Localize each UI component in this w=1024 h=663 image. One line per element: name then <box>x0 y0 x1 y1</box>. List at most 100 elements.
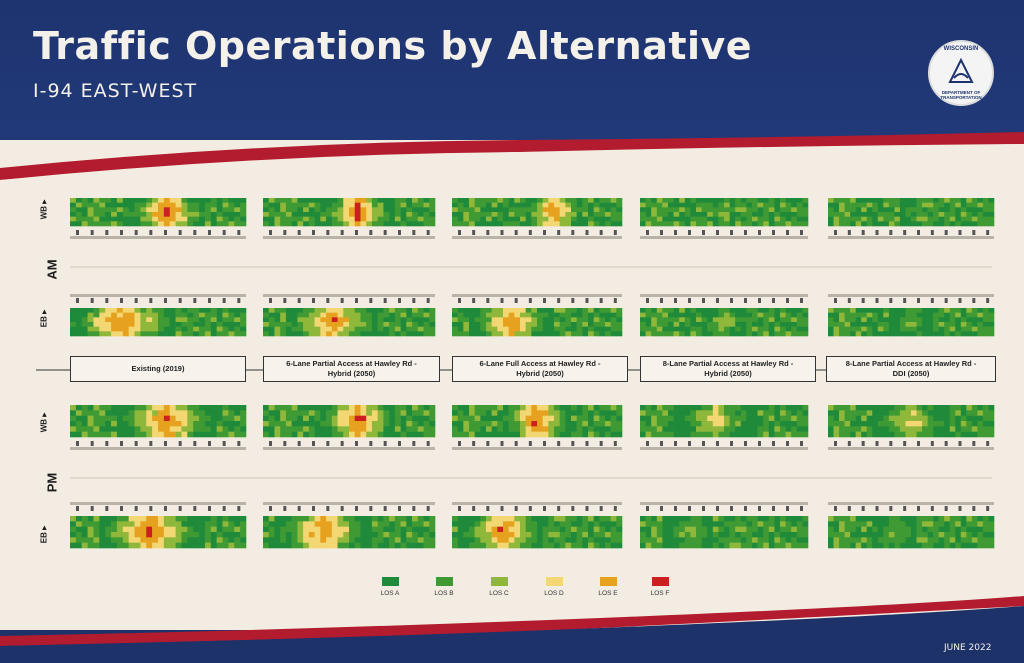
heatmap-cell <box>877 322 884 327</box>
heatmap-cell <box>559 326 566 332</box>
heatmap-cell <box>839 421 845 427</box>
heatmap-cell <box>696 308 702 313</box>
heatmap-cell <box>128 542 135 549</box>
heatmap-cell <box>360 331 367 337</box>
heatmap-cell <box>81 317 88 323</box>
heatmap-cell <box>571 308 577 313</box>
heatmap-cell <box>571 532 577 538</box>
heatmap-cell <box>360 202 367 208</box>
heatmap-cell <box>656 221 663 227</box>
heatmap-cell <box>888 415 895 422</box>
heatmap-cell <box>514 212 521 217</box>
heatmap-cell <box>111 198 118 203</box>
heatmap-cell <box>872 405 879 411</box>
heatmap-cell <box>406 326 413 332</box>
heatmap-cell <box>833 431 840 438</box>
heatmap-cell <box>576 317 583 323</box>
heatmap-cell <box>128 331 135 337</box>
heatmap-cell <box>740 532 747 538</box>
heatmap-cell <box>982 426 989 432</box>
heatmap-cell <box>503 537 509 543</box>
heatmap-cell <box>158 410 165 416</box>
ramp-tick <box>861 230 865 235</box>
heatmap-cell <box>944 532 951 538</box>
heatmap-cell <box>690 526 697 533</box>
heatmap-cell <box>491 202 498 208</box>
heatmap-cell <box>480 216 487 222</box>
heatmap-cell <box>673 326 680 332</box>
heatmap-cell <box>105 198 112 203</box>
heatmap-cell <box>684 317 691 323</box>
heatmap-cell <box>548 537 555 543</box>
heatmap-cell <box>955 532 962 538</box>
heatmap-cell <box>537 216 543 222</box>
heatmap-cell <box>938 426 945 432</box>
heatmap-cell <box>548 317 555 323</box>
heatmap-cell <box>599 207 606 213</box>
heatmap-cell <box>960 516 967 522</box>
heatmap-cell <box>193 410 200 416</box>
heatmap-cell <box>152 207 159 213</box>
heatmap-cell <box>320 216 327 222</box>
ramp-tick <box>120 506 123 511</box>
heatmap-cell <box>905 521 912 527</box>
heatmap-cell <box>640 202 646 208</box>
heatmap-cell <box>429 308 436 313</box>
heatmap-cell <box>763 410 770 416</box>
heatmap-cell <box>308 410 315 416</box>
heatmap-cell <box>491 198 498 203</box>
heatmap-cell <box>690 331 697 337</box>
heatmap-cell <box>158 537 165 543</box>
heatmap-cell <box>548 308 555 313</box>
heatmap-cell <box>656 207 663 213</box>
ramp-tick <box>772 506 775 511</box>
heatmap-cell <box>93 212 100 217</box>
ramp-tick <box>383 298 387 303</box>
heatmap-cell <box>651 322 658 327</box>
ramp-tick <box>369 441 373 446</box>
heatmap-cell <box>285 312 292 318</box>
heatmap-cell <box>366 317 373 323</box>
heatmap-cell <box>303 221 310 227</box>
heatmap-cell <box>757 421 764 427</box>
heatmap-cell <box>752 326 758 332</box>
heatmap-cell <box>400 326 407 332</box>
heatmap-cell <box>899 542 906 549</box>
heatmap-cell <box>899 431 906 438</box>
heatmap-cell <box>656 212 663 217</box>
heatmap-cell <box>400 410 407 416</box>
heatmap-cell <box>899 207 906 213</box>
heatmap-cell <box>877 421 884 427</box>
heatmap-cell <box>314 312 321 318</box>
heatmap-cell <box>181 521 188 527</box>
heatmap-cell <box>883 312 890 318</box>
heatmap-pm-eb-alt-3 <box>452 516 623 549</box>
heatmap-cell <box>406 537 413 543</box>
heatmap-cell <box>175 198 182 203</box>
heatmap-cell <box>128 415 135 422</box>
heatmap-cell <box>640 207 646 213</box>
heatmap-cell <box>861 216 868 222</box>
ramp-tick <box>800 298 803 303</box>
heatmap-cell <box>610 542 617 549</box>
heatmap-cell <box>474 521 481 527</box>
page-title: Traffic Operations by Alternative <box>33 24 753 68</box>
heatmap-cell <box>389 532 396 538</box>
ramp-tick <box>297 506 301 511</box>
heatmap-cell <box>740 426 747 432</box>
heatmap-cell <box>354 421 361 427</box>
heatmap-cell <box>337 317 344 323</box>
heatmap-cell <box>308 405 315 411</box>
heatmap-cell <box>944 426 951 432</box>
heatmap-cell <box>491 431 498 438</box>
heatmap-cell <box>75 202 83 208</box>
heatmap-cell <box>916 431 923 438</box>
heatmap-cell <box>729 426 736 432</box>
heatmap-cell <box>169 537 176 543</box>
heatmap-cell <box>802 426 809 432</box>
heatmap-cell <box>844 405 851 411</box>
heatmap-cell <box>291 521 298 527</box>
heatmap-cell <box>576 532 583 538</box>
heatmap-cell <box>839 212 845 217</box>
heatmap-cell <box>87 410 94 416</box>
